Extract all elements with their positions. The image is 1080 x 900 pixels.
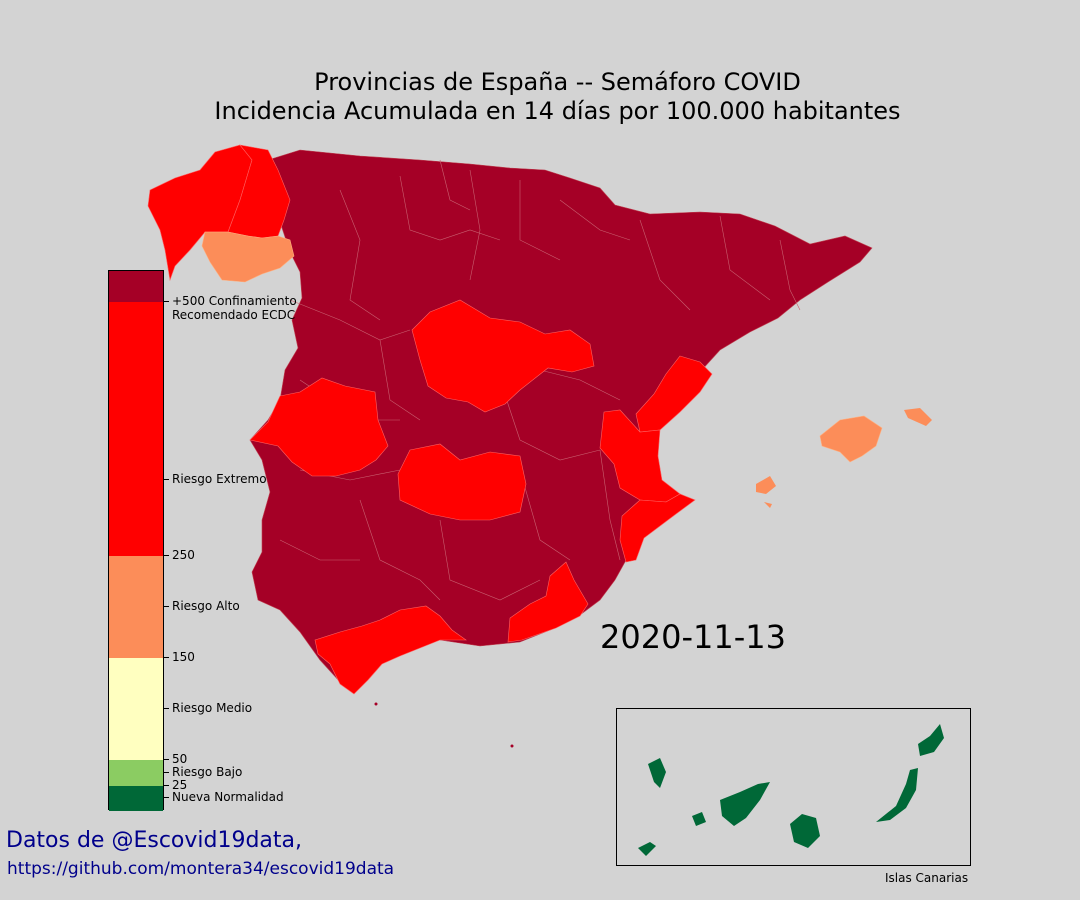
island-formentera [764, 502, 772, 508]
colorbar-tick-label: 50 [172, 752, 188, 767]
colorbar-tick-label: Riesgo Extremo [172, 471, 267, 486]
region-andalucia-south [314, 605, 467, 695]
colorbar-legend [108, 270, 164, 811]
island-la-gomera [692, 812, 706, 826]
colorbar-tick-mark [164, 555, 169, 557]
credit-line2: https://github.com/montera34/escovid19da… [7, 859, 395, 879]
colorbar-segment [109, 658, 163, 761]
colorbar-tick-label: 250 [172, 548, 195, 563]
island-lanzarote [918, 724, 944, 756]
canary-inset-label: Islas Canarias [885, 871, 969, 885]
island-la-palma [648, 758, 666, 788]
title-line2: Incidencia Acumulada en 14 días por 100.… [214, 97, 901, 125]
island-gran-canaria [790, 814, 820, 848]
colorbar-segment [109, 760, 163, 786]
colorbar-tick-mark [164, 606, 169, 608]
colorbar-tick-label: Riesgo Bajo [172, 764, 243, 779]
credit-line1: Datos de @Escovid19data, [6, 828, 303, 853]
colorbar-tick-label: Nueva Normalidad [172, 790, 284, 805]
colorbar-tick-label: +500 Confinamiento Recomendado ECDC [172, 293, 297, 322]
island-menorca [904, 408, 932, 426]
map-title: Provincias de España -- Semáforo COVID I… [0, 68, 1080, 126]
region-ourense [201, 231, 295, 283]
speck-melilla [510, 744, 514, 748]
colorbar-tick-mark [164, 708, 169, 710]
colorbar-segment [109, 271, 163, 302]
colorbar-tick-mark [164, 657, 169, 659]
colorbar-tick-label: Riesgo Medio [172, 701, 253, 716]
colorbar-segment [109, 785, 163, 811]
region-caceres [249, 377, 389, 477]
colorbar-tick-mark [164, 771, 169, 773]
canary-islands [638, 724, 944, 856]
colorbar-tick-mark [164, 300, 169, 302]
colorbar-tick-mark [164, 797, 169, 799]
colorbar-tick-mark [164, 478, 169, 480]
colorbar-segment [109, 556, 163, 659]
speck-ceuta [374, 702, 378, 706]
mainland-base [249, 149, 873, 683]
province-borders [279, 159, 801, 601]
date-label: 2020-11-13 [600, 618, 786, 656]
colorbar-tick-label: 150 [172, 650, 195, 665]
island-mallorca [819, 415, 883, 463]
region-alicante [619, 493, 696, 563]
region-ciudad-real [397, 443, 527, 521]
island-el-hierro [638, 842, 656, 856]
colorbar-tick-mark [164, 784, 169, 786]
canary-inset-frame [616, 708, 971, 866]
colorbar-segment [109, 301, 163, 557]
colorbar-tick-label: 25 [172, 777, 188, 792]
colorbar-tick-mark [164, 759, 169, 761]
region-central-north [411, 299, 595, 413]
island-tenerife [720, 782, 770, 826]
title-line1: Provincias de España -- Semáforo COVID [314, 68, 801, 96]
region-almeria [507, 561, 589, 643]
island-fuerteventura [876, 768, 918, 822]
island-ibiza [756, 476, 776, 494]
colorbar-tick-label: Riesgo Alto [172, 599, 240, 614]
